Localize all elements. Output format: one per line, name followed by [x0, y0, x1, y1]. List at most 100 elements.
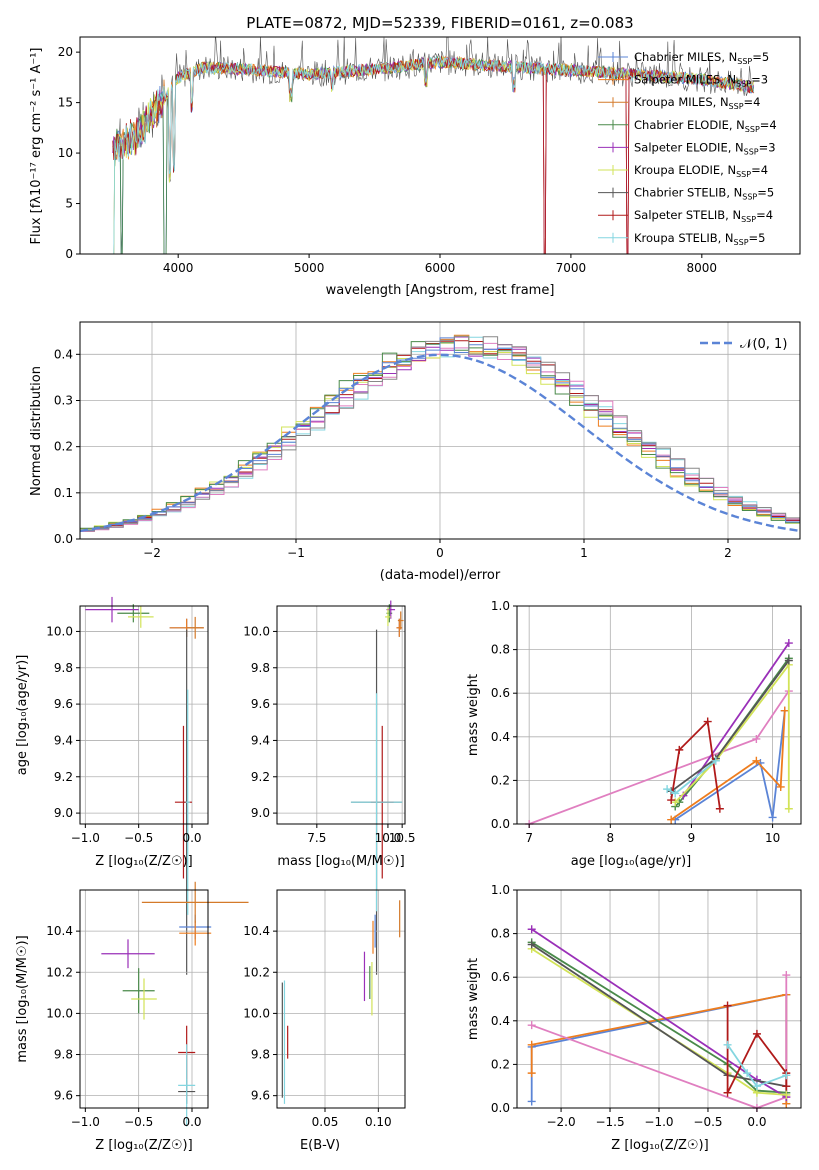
weight-point-marker [527, 1069, 536, 1078]
legend-label: Kroupa ELODIE, NSSP=4 [634, 163, 768, 179]
weight-point-marker [752, 1082, 761, 1091]
y-tick-label: 9.8 [54, 661, 73, 675]
y-tick-label: 9.0 [54, 806, 73, 820]
spectrum-panel: 4000 5000 6000 7000 8000 0 5 10 15 20 Chabrier MI… [29, 36, 801, 298]
weight-point-marker [752, 756, 761, 765]
weight-point-marker [743, 1069, 752, 1078]
plot-data [281, 900, 401, 1104]
x-tick-label: −2 [143, 546, 161, 560]
y-tick-label: 9.8 [54, 1048, 73, 1062]
y-tick-label: 0.6 [491, 686, 510, 700]
weight-series-line [531, 975, 788, 1109]
y-tick-label: 0.4 [54, 347, 73, 361]
y-tick-label: 9.2 [251, 770, 270, 784]
x-tick-label: −1.5 [595, 1115, 624, 1129]
x-tick-label: 8000 [687, 261, 718, 275]
y-tick-label: 9.2 [54, 770, 73, 784]
spectrum-trace [112, 56, 755, 254]
plot-data [350, 600, 404, 975]
y-tick-label: 0 [65, 247, 73, 261]
y-tick-label: 0.3 [54, 393, 73, 407]
x-tick-label: 2 [724, 546, 732, 560]
y-tick-label: 10 [58, 146, 73, 160]
weight-point-marker [784, 639, 793, 648]
ticks: 7 8 9 10 0.0 0.2 0.4 0.6 0.8 1.0 [491, 599, 780, 845]
weight-point-marker [784, 804, 793, 813]
y-tick-label: 9.6 [54, 697, 73, 711]
y-tick-label: 10.2 [46, 965, 73, 979]
axes-frame [516, 605, 802, 825]
errorbar-point [131, 978, 157, 1020]
x-tick-label: −1.0 [644, 1115, 673, 1129]
legend-label: Kroupa MILES, NSSP=4 [634, 95, 760, 111]
normal-reference-curve [79, 353, 801, 533]
errorbar-point [350, 693, 403, 912]
y-tick-label: 0.8 [491, 927, 510, 941]
weight-point-marker [715, 804, 724, 813]
gridlines [277, 606, 405, 824]
x-tick-label: −0.5 [124, 1115, 153, 1129]
y-tick-label: 9.6 [251, 1089, 270, 1103]
y-tick-label: 10.2 [243, 965, 270, 979]
x-tick-label: −0.5 [124, 831, 153, 845]
x-tick-label: −1.0 [71, 831, 100, 845]
age-vs-metallicity-plot: −1.0 −0.5 0.0 9.0 9.2 9.4 9.6 9.8 10.0 [46, 596, 209, 975]
weight-vs-metallicity-plot: −2.0 −1.5 −1.0 −0.5 0.0 0.0 0.2 0.4 0.6 0.8 1.0 [491, 883, 802, 1129]
mass-vs-metallicity-plot: −1.0 −0.5 0.0 9.6 9.8 10.0 10.2 10.4 [46, 881, 249, 1129]
errorbar-point [128, 606, 154, 628]
weight-point-marker [667, 796, 676, 805]
weight-point-marker [752, 734, 761, 743]
y-tick-label: 0.8 [491, 643, 510, 657]
x-tick-label: 9 [688, 831, 696, 845]
spectrum-y-label: Flux [fλ10⁻¹⁷ erg cm⁻² s⁻¹ A⁻¹] [29, 48, 44, 245]
errorbar-point [85, 596, 139, 623]
residuals-legend: 𝒩(0, 1) [700, 337, 787, 352]
weight-point-marker [723, 1088, 732, 1097]
figure-title: PLATE=0872, MJD=52339, FIBERID=0161, z=0… [246, 14, 633, 32]
errorbar-point [186, 616, 204, 639]
age-vs-metallicity-x-label: Z [log₁₀(Z/Z☉)] [95, 854, 192, 869]
age-vs-mass-panel: 7.5 10.010.59.09.29.49.69.810.0 mass [log… [243, 600, 416, 975]
y-tick-label: 15 [58, 96, 73, 110]
weight-point-marker [675, 745, 684, 754]
errorbar-point [178, 1044, 196, 1127]
residuals-panel: −2 −1 0 1 2 0.0 0.1 0.2 0.3 0.4 𝒩(0, 1) (data-mod… [29, 321, 801, 583]
x-tick-label: 0 [436, 546, 444, 560]
x-tick-label: 8 [606, 831, 614, 845]
x-tick-label: 0.0 [747, 1115, 766, 1129]
plot-data [101, 881, 249, 1127]
spectrum-traces [112, 37, 755, 254]
errorbar-point [117, 604, 150, 623]
weight-point-marker [782, 971, 791, 980]
gridlines [277, 890, 405, 1108]
weight-vs-age-x-label: age [log₁₀(age/yr)] [571, 854, 692, 869]
x-tick-label: 6000 [425, 261, 456, 275]
y-tick-label: 10.0 [46, 1006, 73, 1020]
residuals-ticks: −2 −1 0 1 2 0.0 0.1 0.2 0.3 0.4 [54, 347, 732, 560]
weight-vs-metallicity-y-label: mass weight [466, 958, 481, 1040]
y-tick-label: 9.0 [251, 806, 270, 820]
y-tick-label: 0.4 [491, 730, 510, 744]
ticks: 0.05 0.10 9.6 9.8 10.0 10.2 10.4 [243, 924, 391, 1129]
x-tick-label: −1.0 [71, 1115, 100, 1129]
weight-point-marker [784, 656, 793, 665]
x-tick-label: 7.5 [307, 831, 326, 845]
mass-vs-ebv-plot: 0.05 0.10 9.6 9.8 10.0 10.2 10.4 [243, 889, 406, 1129]
mass-vs-ebv-x-label: E(B-V) [300, 1138, 340, 1153]
weight-point-marker [723, 1001, 732, 1010]
y-tick-label: 0.0 [491, 1101, 510, 1115]
residuals-y-label: Normed distribution [29, 366, 44, 496]
age-vs-mass-plot: 7.5 10.010.59.09.29.49.69.810.0 [243, 600, 416, 975]
weight-vs-metallicity-x-label: Z [log₁₀(Z/Z☉)] [611, 1138, 708, 1153]
spectrum-ticks: 4000 5000 6000 7000 8000 0 5 10 15 20 [58, 45, 717, 275]
y-tick-label: 10.4 [46, 924, 73, 938]
age-vs-mass-x-label: mass [log₁₀(M/M☉)] [277, 854, 404, 869]
x-tick-label: 7000 [556, 261, 587, 275]
weight-point-marker [663, 785, 672, 794]
errorbar-point [101, 939, 155, 969]
y-tick-label: 0.1 [54, 486, 73, 500]
weight-series-line [670, 719, 721, 809]
weight-point-marker [527, 940, 536, 949]
weight-point-marker [782, 1082, 791, 1091]
